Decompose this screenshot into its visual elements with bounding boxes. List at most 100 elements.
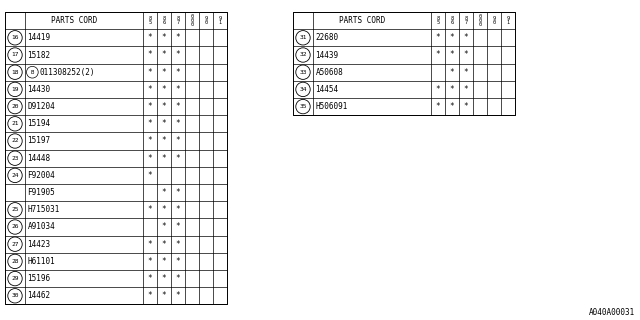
Text: *: * [162,119,166,128]
Text: *: * [162,222,166,231]
Text: *: * [450,33,454,42]
Text: 8
6: 8 6 [451,16,454,25]
Text: 14423: 14423 [28,240,51,249]
Text: A50608: A50608 [316,68,343,77]
Text: *: * [148,51,152,60]
Text: 14448: 14448 [28,154,51,163]
Text: *: * [436,33,440,42]
Text: *: * [162,51,166,60]
Text: *: * [148,137,152,146]
Text: 26: 26 [12,225,19,229]
Text: 0
0
0: 0 0 0 [479,14,481,28]
Text: *: * [450,51,454,60]
Text: *: * [148,274,152,283]
Text: *: * [162,154,166,163]
Text: *: * [176,33,180,42]
Text: *: * [464,102,468,111]
Text: *: * [148,257,152,266]
Text: *: * [148,85,152,94]
Text: 14439: 14439 [316,51,339,60]
Text: *: * [148,205,152,214]
Text: 14454: 14454 [316,85,339,94]
Text: 8
7: 8 7 [177,16,180,25]
Text: F92004: F92004 [28,171,55,180]
Text: *: * [176,102,180,111]
Text: 32: 32 [300,52,307,58]
Text: 9
1: 9 1 [506,16,509,25]
Text: D91204: D91204 [28,102,55,111]
Text: *: * [176,291,180,300]
Text: 15196: 15196 [28,274,51,283]
Text: *: * [176,51,180,60]
Text: *: * [148,154,152,163]
Text: *: * [176,68,180,77]
Text: *: * [176,188,180,197]
Text: *: * [162,33,166,42]
Text: *: * [464,33,468,42]
Text: 33: 33 [300,70,307,75]
Text: *: * [450,85,454,94]
Text: A91034: A91034 [28,222,55,231]
Text: 9
1: 9 1 [218,16,221,25]
Bar [293,12,515,115]
Text: H506091: H506091 [316,102,348,111]
Text: 19: 19 [12,87,19,92]
Text: H715031: H715031 [28,205,60,214]
Text: *: * [162,257,166,266]
Text: F91905: F91905 [28,188,55,197]
Text: 15194: 15194 [28,119,51,128]
Text: 16: 16 [12,35,19,40]
Text: *: * [148,33,152,42]
Text: PARTS CORD: PARTS CORD [51,16,97,25]
Text: *: * [148,240,152,249]
Text: 14419: 14419 [28,33,51,42]
Text: 35: 35 [300,104,307,109]
Text: *: * [162,205,166,214]
Text: 24: 24 [12,173,19,178]
Text: 8
6: 8 6 [163,16,166,25]
Text: 15197: 15197 [28,137,51,146]
Text: 0
0
0: 0 0 0 [191,14,193,28]
Text: 34: 34 [300,87,307,92]
Text: *: * [176,222,180,231]
Text: 8
5: 8 5 [148,16,152,25]
Text: 28: 28 [12,259,19,264]
Text: *: * [148,291,152,300]
Text: *: * [176,257,180,266]
Text: 23: 23 [12,156,19,161]
Text: 011308252(2): 011308252(2) [40,68,95,77]
Text: 30: 30 [12,293,19,298]
Text: PARTS CORD: PARTS CORD [339,16,385,25]
Text: 31: 31 [300,35,307,40]
Text: 25: 25 [12,207,19,212]
Text: *: * [162,240,166,249]
Text: *: * [176,240,180,249]
Text: 20: 20 [12,104,19,109]
Text: *: * [436,102,440,111]
Text: 29: 29 [12,276,19,281]
Text: *: * [450,68,454,77]
Text: *: * [450,102,454,111]
Text: *: * [176,119,180,128]
Text: 17: 17 [12,52,19,58]
Text: *: * [162,85,166,94]
Text: 14462: 14462 [28,291,51,300]
Text: *: * [148,171,152,180]
Text: *: * [176,274,180,283]
Text: *: * [148,68,152,77]
Text: *: * [162,68,166,77]
Bar [5,12,227,304]
Text: 9
0: 9 0 [204,16,207,25]
Text: *: * [148,102,152,111]
Text: 27: 27 [12,242,19,247]
Text: *: * [162,274,166,283]
Text: 22680: 22680 [316,33,339,42]
Text: *: * [162,102,166,111]
Text: 8
5: 8 5 [436,16,440,25]
Text: *: * [162,137,166,146]
Text: *: * [176,85,180,94]
Text: *: * [464,68,468,77]
Text: 18: 18 [12,70,19,75]
Text: *: * [162,291,166,300]
Text: B: B [31,70,34,75]
